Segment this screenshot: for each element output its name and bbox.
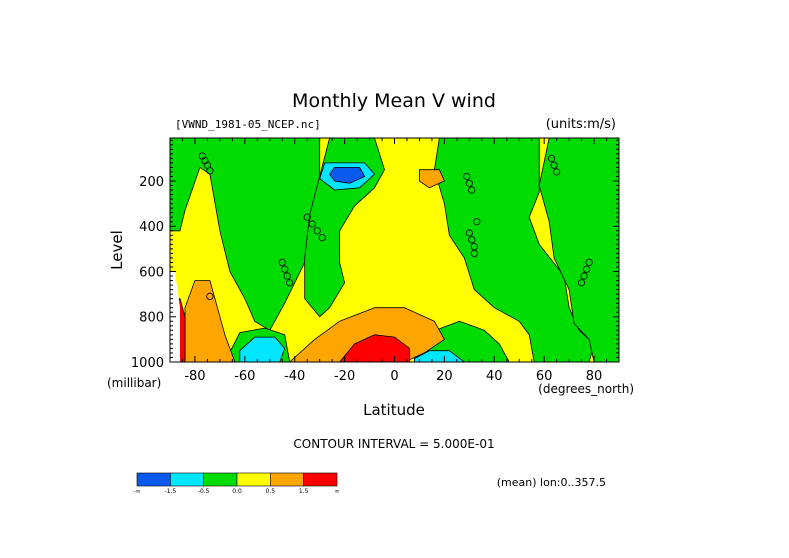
contour-regions [170, 138, 619, 362]
contour-label-marker-17 [470, 249, 478, 257]
dataset-label: [VWND_1981-05_NCEP.nc] [175, 118, 321, 131]
x-tick-label: 0 [390, 369, 398, 384]
x-tick-label: -20 [334, 369, 355, 384]
colorbar-tick-label: -0.5 [198, 488, 210, 495]
contour-label-marker-24 [552, 168, 561, 176]
contour-label-marker-10 [281, 265, 289, 273]
contour-label-marker-26 [582, 265, 591, 273]
colorbar-swatch-5 [270, 472, 304, 487]
contour-label-marker-2 [201, 157, 209, 165]
colorbar-tick-label: 0.0 [232, 488, 242, 495]
colorbar-tick-label: 1.5 [299, 488, 309, 495]
contour-region-9 [239, 336, 286, 362]
colorbar-swatch-4 [236, 472, 271, 487]
x-tick-label: 20 [436, 369, 453, 384]
contour-label-marker-15 [468, 236, 476, 244]
contour-label-marker-8 [318, 234, 326, 242]
y-tick-label: 200 [139, 175, 164, 190]
contour-label-marker-13 [206, 292, 214, 300]
contour-label-marker-21 [473, 218, 481, 226]
y-tick-label: 400 [139, 220, 164, 235]
contour-label-marker-9 [278, 258, 286, 266]
x-axis-units: (degrees_north) [538, 382, 634, 396]
colorbar-swatch-3 [203, 472, 238, 487]
x-tick-label: 80 [586, 369, 603, 384]
contour-label-marker-12 [286, 279, 294, 287]
colorbar-tick-label: ∞ [335, 488, 340, 495]
y-axis-label: Level [108, 230, 126, 270]
y-axis: 200 400 600 800 1000 [131, 139, 619, 371]
contour-label-marker-20 [468, 186, 476, 194]
contour-region-14 [184, 280, 236, 362]
contour-label-markers [198, 152, 593, 300]
contour-label-marker-18 [463, 172, 471, 181]
contour-label-marker-25 [585, 258, 593, 266]
x-tick-label: 40 [486, 369, 503, 384]
contour-region-10 [414, 350, 465, 362]
contour-region-11 [418, 169, 445, 189]
contour-label-marker-23 [550, 161, 558, 169]
x-tick-label: 60 [536, 369, 553, 384]
x-axis: -80 -60 -40 -20 0 20 40 60 80 [169, 138, 620, 384]
y-tick-label: 600 [139, 265, 164, 280]
colorbar-swatch-1 [136, 472, 171, 487]
mean-note: (mean) lon:0..357.5 [497, 476, 606, 489]
x-tick-label: -80 [184, 369, 205, 384]
contour-label-marker-6 [308, 220, 316, 228]
x-tick-label: -60 [234, 369, 255, 384]
colorbar-swatch-6 [303, 472, 338, 487]
y-tick-label: 1000 [131, 356, 164, 371]
plot-area [170, 138, 619, 362]
contour-label-marker-11 [283, 272, 291, 280]
colorbar-tick-label: 0.5 [266, 488, 276, 495]
colorbar-tick-label: -1.5 [164, 488, 176, 495]
y-axis-units: (millibar) [107, 376, 161, 390]
contour-label-marker-5 [313, 227, 321, 235]
contour-label-marker-22 [547, 154, 556, 162]
chart-title: Monthly Mean V wind [292, 90, 496, 112]
x-axis-label: Latitude [363, 401, 425, 419]
contour-region-8 [329, 166, 366, 184]
colorbar-tick-label: -∞ [133, 488, 140, 495]
contour-region-3 [433, 138, 595, 362]
contour-label-marker-27 [580, 272, 588, 280]
units-label: (units:m/s) [546, 117, 616, 132]
contour-label-marker-19 [465, 179, 473, 187]
contour-label-marker-28 [577, 279, 586, 287]
contour-interval-note: CONTOUR INTERVAL = 5.000E-01 [293, 437, 494, 451]
colorbar: -∞ -1.5 -0.5 0.0 0.5 1.5 ∞ [133, 472, 340, 495]
contour-region-4 [538, 138, 619, 362]
contour-label-marker-1 [198, 152, 206, 160]
y-tick-label: 800 [139, 311, 164, 326]
x-tick-label: -40 [284, 369, 305, 384]
contour-label-marker-14 [465, 229, 473, 237]
contour-region-13 [339, 334, 410, 362]
contour-label-marker-7 [303, 213, 311, 221]
contour-label-marker-4 [206, 167, 214, 175]
colorbar-swatch-2 [170, 472, 204, 487]
